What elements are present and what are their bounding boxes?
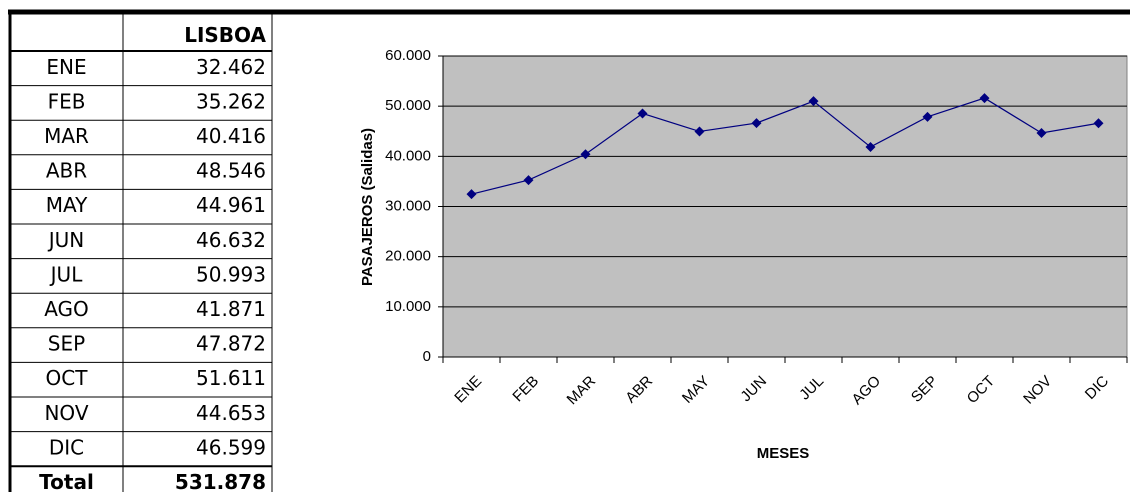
chart: MESES PASAJEROS (Salidas) 0 10.000 20.000 3… (359, 47, 1128, 462)
month-cell: MAY (46, 193, 88, 217)
x-tick-label: DIC (1082, 373, 1112, 403)
data-point (694, 126, 705, 137)
x-tick-label: OCT (964, 373, 998, 407)
x-tick-label: JUL (796, 373, 827, 404)
value-cell: 32.462 (196, 55, 266, 79)
value-cell: 50.993 (196, 262, 266, 286)
y-tick-label: 0 (423, 348, 431, 365)
month-cell: NOV (44, 401, 88, 425)
data-point (808, 96, 819, 107)
month-cell: ENE (46, 55, 86, 79)
data-point (523, 175, 534, 186)
y-tick-label: 10.000 (385, 298, 431, 315)
month-cell: SEP (48, 332, 85, 356)
y-tick-label: 60.000 (385, 47, 431, 64)
x-tick-label: ABR (622, 372, 656, 406)
month-cell: JUL (49, 262, 84, 286)
y-tick-label: 50.000 (385, 97, 431, 114)
value-cell: 46.632 (196, 228, 266, 252)
y-tick-label: 30.000 (385, 197, 431, 214)
y-tick-label: 40.000 (385, 147, 431, 164)
total-value: 531.878 (175, 470, 266, 492)
value-cell: 47.872 (196, 332, 266, 356)
value-cell: 41.871 (196, 297, 266, 321)
data-point (865, 141, 876, 152)
y-tick-label: 20.000 (385, 248, 431, 265)
month-cell: JUN (47, 228, 85, 252)
value-cell: 40.416 (196, 124, 266, 148)
x-tick-label: AGO (849, 373, 885, 409)
month-cell: MAR (44, 124, 89, 148)
y-axis-label: PASAJEROS (Salidas) (359, 128, 376, 286)
month-cell: FEB (48, 89, 86, 113)
x-tick-label: NOV (1020, 373, 1055, 408)
value-cell: 44.961 (196, 193, 266, 217)
value-cell: 51.611 (196, 366, 266, 390)
data-point (751, 118, 762, 129)
x-tick-label: MAY (679, 373, 713, 407)
x-tick-label: MAR (564, 373, 600, 409)
value-cell: 46.599 (196, 435, 266, 459)
table: LISBOA ENE 32.462 FEB 35.262 MAR 40.416 ABR 48.5… (10, 12, 273, 492)
data-point (637, 108, 648, 119)
month-cell: DIC (49, 435, 84, 459)
value-cell: 44.653 (196, 401, 266, 425)
x-tick-label: SEP (908, 373, 941, 406)
series-line (471, 97, 1099, 195)
value-cell: 48.546 (196, 159, 266, 183)
x-axis-label: MESES (757, 445, 810, 462)
data-point (1036, 127, 1047, 138)
x-tick-label: FEB (509, 373, 542, 406)
data-point (1093, 118, 1104, 129)
month-cell: AGO (44, 297, 89, 321)
value-cell: 35.262 (196, 89, 266, 113)
data-point (979, 93, 990, 104)
data-point (580, 149, 591, 160)
header-cell: LISBOA (184, 23, 266, 47)
x-tick-label: JUN (737, 373, 770, 406)
data-point (466, 189, 477, 200)
x-tick-label: ENE (451, 373, 485, 407)
month-cell: ABR (46, 159, 87, 183)
data-point (922, 111, 933, 122)
total-label: Total (39, 470, 94, 492)
month-cell: OCT (46, 366, 89, 390)
